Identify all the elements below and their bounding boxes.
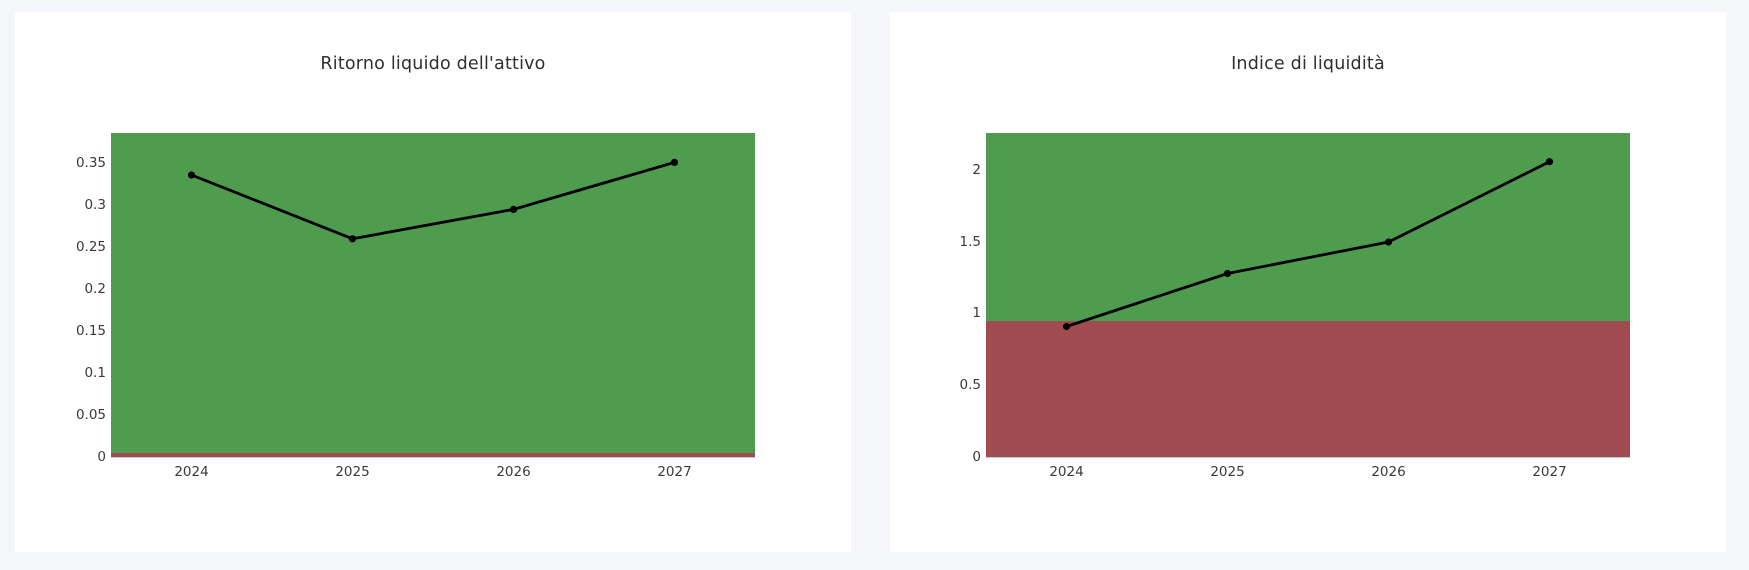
y-tick-label: 0.25 (75, 238, 106, 255)
x-tick-label: 2027 (1532, 464, 1567, 480)
line-series (187, 158, 679, 243)
green-zone (986, 133, 1630, 321)
chart-plot-area[interactable]: 0 0.5 1 1.5 2 2024 2025 2026 2027 (960, 133, 1630, 480)
y-tick-label: 1.5 (959, 233, 981, 250)
x-tick-label: 2027 (657, 464, 692, 480)
data-point-marker (1223, 269, 1232, 278)
line-series (1062, 158, 1554, 331)
data-point-marker (187, 171, 196, 179)
chart-plot-area[interactable]: 0 0.05 0.1 0.15 0.2 0.25 0.3 0.35 2024 2025 2026 20… (76, 133, 755, 480)
y-tick-label: 0.3 (84, 196, 106, 213)
y-tick-label: 1 (972, 305, 981, 322)
x-tick-label: 2026 (496, 464, 531, 480)
y-tick-label: 0 (97, 448, 106, 465)
data-point-marker (1545, 158, 1554, 166)
series-line (190, 160, 676, 241)
data-point-marker (348, 235, 357, 243)
y-tick-label: 0.15 (75, 322, 106, 339)
chart-card-ritorno-liquido: Ritorno liquido dell'attivo 0 0.05 0.1 0.15… (15, 12, 851, 552)
x-tick-label: 2025 (1210, 464, 1245, 480)
chart-card-indice-liquidita: Indice di liquidità 0 0.5 1 1.5 2 2024 2025 202… (890, 12, 1726, 552)
chart-title: Ritorno liquido dell'attivo (320, 54, 546, 74)
data-point-marker (509, 205, 518, 213)
y-tick-label: 0 (972, 448, 981, 465)
y-tick-label: 0.5 (959, 376, 981, 393)
chart-title: Indice di liquidità (1231, 54, 1385, 74)
data-point-marker (670, 158, 679, 166)
y-tick-label: 0.35 (75, 154, 106, 171)
y-tick-label: 0.05 (75, 406, 106, 423)
x-axis-line (986, 457, 1630, 458)
x-tick-label: 2025 (335, 464, 370, 480)
data-point-marker (1384, 238, 1393, 246)
data-point-marker (1062, 322, 1071, 331)
y-tick-label: 2 (972, 161, 981, 178)
x-tick-label: 2024 (174, 464, 209, 480)
x-tick-label: 2024 (1049, 464, 1084, 480)
y-tick-label: 0.1 (84, 364, 106, 381)
red-zone (111, 452, 755, 457)
series-line (1065, 160, 1551, 328)
red-zone (986, 320, 1630, 457)
x-axis-line (111, 457, 755, 458)
x-tick-label: 2026 (1371, 464, 1406, 480)
y-tick-label: 0.2 (84, 280, 106, 297)
